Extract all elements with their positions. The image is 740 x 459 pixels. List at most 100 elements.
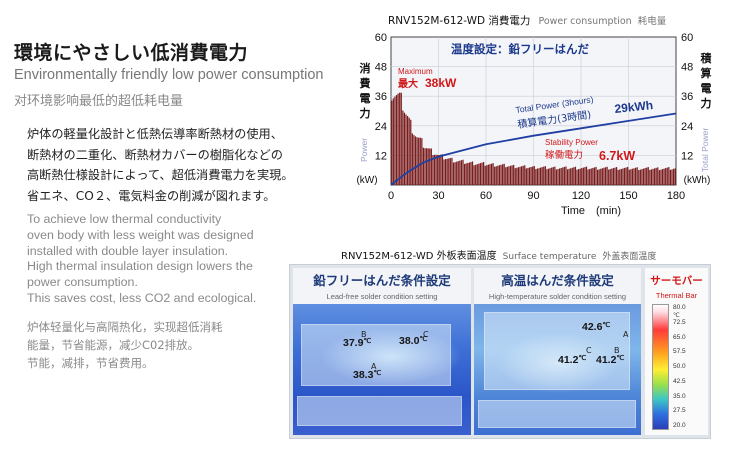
temp-unit: ℃: [373, 370, 382, 377]
temp-unit: ℃: [602, 322, 611, 329]
bar: [539, 167, 542, 185]
bar: [500, 164, 502, 185]
page-subtitle-zh: 对环境影响最低的超低耗电量: [14, 94, 184, 109]
bar: [514, 168, 516, 185]
bar: [440, 154, 442, 185]
bar: [642, 168, 645, 185]
marker-a: A: [371, 362, 377, 371]
y-tick-left-label: 24: [375, 121, 387, 133]
bar: [614, 167, 616, 185]
bar: [509, 165, 512, 185]
temp-reading: 41.2℃: [558, 354, 586, 366]
bar: [525, 168, 527, 185]
x-tick-label: 180: [667, 190, 685, 202]
bar: [568, 168, 570, 185]
y-right-unit: (kWh): [684, 175, 711, 186]
page-subtitle-en: Environmentally friendly low power consu…: [14, 67, 324, 83]
bar: [478, 163, 480, 185]
description-ja-line: 高断熱仕様設計によって、超低消費電力を実現。: [27, 168, 294, 182]
y-tick-left-label: 12: [375, 150, 387, 162]
bar: [617, 169, 619, 185]
bar: [394, 96, 396, 185]
bar: [527, 167, 529, 185]
description-en-line: High thermal insulation design lowers th…: [27, 259, 253, 274]
bar: [579, 168, 581, 185]
description-en-line: This saves cost, less CO2 and ecological…: [27, 290, 257, 305]
bar: [628, 169, 630, 185]
bar: [571, 167, 573, 185]
bar: [484, 165, 486, 185]
bar: [419, 137, 421, 185]
panel-title: 高温はんだ条件設定: [501, 273, 614, 288]
y-tick-left-label: 60: [375, 32, 387, 44]
bar: [587, 169, 589, 185]
bar: [520, 166, 523, 185]
temp-value: 37.9: [343, 337, 364, 349]
bar: [655, 167, 657, 185]
description-ja-line: 炉体の軽量化設計と低熱伝導率断熱材の使用、: [27, 127, 283, 141]
bar: [609, 169, 611, 185]
bar: [473, 165, 475, 185]
bar: [661, 169, 664, 185]
bar: [416, 137, 418, 185]
bar: [444, 159, 447, 185]
bar: [630, 169, 632, 185]
bar: [615, 167, 618, 185]
bar: [636, 167, 638, 185]
bar: [603, 167, 605, 185]
description-en-line: power consumption.: [27, 275, 138, 290]
bar: [403, 112, 406, 185]
bar: [433, 154, 436, 185]
bar: [623, 167, 626, 185]
bar: [422, 147, 425, 185]
bar: [669, 169, 672, 185]
bar: [544, 166, 546, 185]
bar: [475, 164, 477, 185]
bar: [532, 166, 534, 185]
bar: [582, 167, 584, 185]
bar: [513, 164, 515, 185]
marker-a: A: [623, 330, 629, 339]
bar: [554, 166, 556, 185]
description-en: To achieve low thermal conductivity oven…: [27, 212, 327, 307]
bar: [647, 167, 649, 185]
y-right-label-char: 積: [700, 51, 713, 65]
bar: [601, 168, 603, 185]
chart-title: 温度設定：鉛フリーはんだ: [451, 42, 589, 56]
y-right-label-char: 電: [701, 82, 712, 95]
temp-value: 38.0: [399, 335, 420, 347]
bar: [399, 92, 401, 185]
stability-annotation-value: 6.7kW: [599, 149, 635, 163]
bar: [468, 162, 470, 185]
bar: [489, 164, 491, 185]
legend-tick-label: 35.0: [673, 392, 686, 400]
bar: [492, 163, 494, 185]
bar: [490, 163, 493, 185]
bar: [622, 168, 624, 185]
power-chart-caption: RNV152M-612-WD 消費電力 Power consumption 耗电量: [388, 13, 666, 28]
bar: [633, 168, 635, 185]
bar: [413, 135, 415, 185]
thermal-caption-zh: 外盖表面温度: [602, 252, 657, 262]
bar: [470, 162, 472, 185]
legend-unit: ℃: [673, 312, 680, 319]
temp-value: 41.2: [596, 354, 617, 366]
bar: [574, 166, 577, 185]
bar: [451, 157, 453, 185]
bar: [456, 161, 458, 185]
bar: [476, 164, 478, 185]
bar: [660, 169, 662, 185]
bar: [606, 166, 608, 185]
bar: [462, 159, 464, 185]
legend-tick-label: 65.0: [673, 333, 686, 341]
bar: [465, 163, 467, 185]
bar: [517, 167, 520, 185]
bar: [584, 167, 586, 185]
max-annotation-en: Maximum: [398, 67, 433, 76]
bar: [634, 167, 637, 185]
y-left-label-char: 電: [360, 92, 371, 105]
thermal-panel-leadfree: 鉛フリーはんだ条件設定 Lead-free solder condition s…: [293, 268, 471, 435]
thermal-caption-en: Surface temperature: [502, 252, 597, 262]
thermal-images: 鉛フリーはんだ条件設定 Lead-free solder condition s…: [289, 264, 711, 439]
bar: [576, 169, 578, 185]
